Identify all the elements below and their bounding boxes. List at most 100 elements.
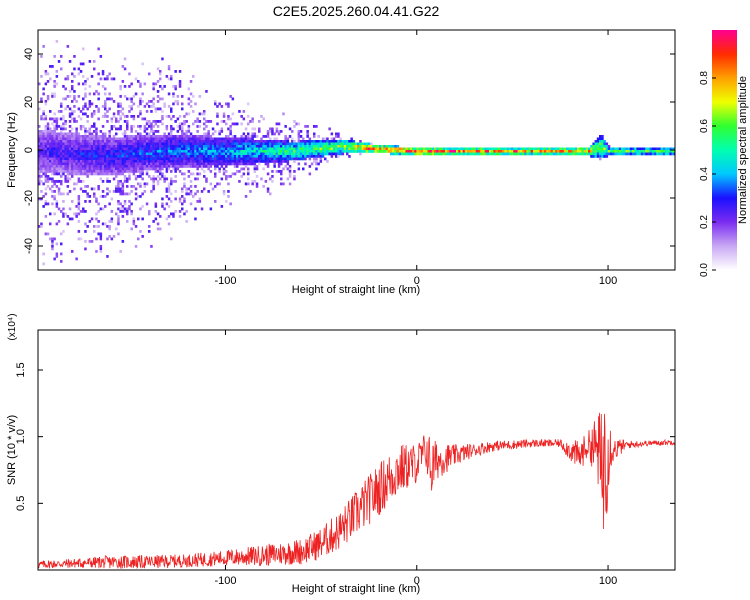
heatmap-cell (189, 202, 193, 206)
heatmap-cell (244, 182, 248, 186)
heatmap-cell (255, 155, 259, 158)
heatmap-cell (88, 162, 92, 166)
heatmap-cell (187, 140, 191, 143)
heatmap-cell (539, 147, 543, 151)
heatmap-cell (161, 122, 164, 126)
heatmap-cell (51, 240, 54, 243)
heatmap-cell (370, 142, 373, 146)
heatmap-cell (350, 142, 353, 146)
heatmap-cell (247, 115, 250, 118)
heatmap-cell (482, 150, 485, 153)
heatmap-cell (222, 142, 226, 146)
heatmap-cell (148, 145, 151, 148)
heatmap-cell (156, 80, 160, 83)
heatmap-cell (130, 82, 133, 86)
heatmap-cell (101, 137, 105, 141)
heatmap-cell (387, 147, 391, 151)
heatmap-cell (178, 125, 182, 128)
heatmap-cell (143, 82, 147, 86)
heatmap-cell (625, 150, 628, 153)
heatmap-cell (605, 155, 609, 158)
heatmap-cell (236, 160, 239, 163)
heatmap-cell (115, 167, 118, 171)
heatmap-cell (187, 112, 191, 116)
heatmap-cell (68, 167, 72, 171)
heatmap-cell (220, 145, 224, 148)
heatmap-cell (280, 157, 283, 161)
heatmap-cell (601, 137, 604, 141)
heatmap-cell (225, 170, 228, 173)
heatmap-cell (44, 175, 48, 178)
heatmap-cell (165, 167, 169, 171)
heatmap-cell (178, 170, 182, 173)
heatmap-cell (95, 130, 98, 133)
heatmap-cell (522, 152, 525, 156)
heatmap-cell (104, 132, 107, 136)
heatmap-cell (440, 152, 444, 156)
heatmap-cell (159, 177, 162, 181)
heatmap-cell (491, 150, 494, 153)
heatmap-cell (170, 237, 173, 241)
heatmap-cell (249, 142, 252, 146)
heatmap-cell (44, 70, 48, 73)
heatmap-cell (207, 162, 210, 166)
heatmap-cell (315, 162, 318, 166)
heatmap-cell (141, 62, 144, 66)
heatmap-cell (51, 195, 54, 198)
heatmap-cell (161, 57, 164, 61)
heatmap-cell (315, 145, 318, 148)
heatmap-cell (394, 145, 397, 148)
heatmap-cell (264, 180, 268, 183)
heatmap-cell (170, 140, 173, 143)
heatmap-cell (266, 190, 270, 193)
heatmap-cell (108, 137, 111, 141)
heatmap-cell (145, 162, 149, 166)
heatmap-cell (145, 150, 149, 153)
heatmap-cell (123, 200, 127, 203)
heatmap-cell (51, 137, 54, 141)
y-tick-label: 0.5 (15, 496, 27, 511)
heatmap-cell (233, 137, 237, 141)
heatmap-cell (159, 227, 162, 231)
heatmap-cell (343, 147, 347, 151)
heatmap-cell (462, 147, 466, 151)
heatmap-cell (126, 185, 129, 188)
heatmap-cell (119, 137, 122, 141)
heatmap-cell (108, 172, 111, 176)
heatmap-cell (638, 147, 642, 151)
heatmap-cell (60, 242, 63, 246)
heatmap-cell (150, 122, 153, 126)
heatmap-cell (269, 140, 272, 143)
heatmap-cell (310, 142, 314, 146)
heatmap-cell (128, 205, 131, 208)
heatmap-cell (44, 192, 48, 196)
heatmap-cell (64, 165, 67, 168)
heatmap-cell (205, 155, 208, 158)
heatmap-cell (170, 157, 173, 161)
heatmap-cell (106, 152, 109, 156)
heatmap-cell (145, 127, 149, 131)
heatmap-cell (563, 152, 567, 156)
heatmap-cell (251, 140, 254, 143)
heatmap-cell (60, 125, 63, 128)
heatmap-cell (185, 150, 188, 153)
heatmap-cell (187, 102, 191, 106)
heatmap-cell (271, 152, 274, 156)
heatmap-cell (238, 137, 241, 141)
heatmap-cell (82, 75, 85, 78)
heatmap-cell (128, 140, 131, 143)
heatmap-cell (218, 155, 221, 158)
y-tick-label: -20 (23, 190, 35, 206)
heatmap-cell (93, 130, 96, 133)
heatmap-cell (220, 127, 224, 131)
heatmap-cell (249, 120, 252, 123)
heatmap-cell (253, 142, 257, 146)
heatmap-cell (178, 165, 182, 168)
heatmap-cell (174, 167, 177, 171)
heatmap-cell (163, 145, 166, 148)
heatmap-cell (211, 162, 215, 166)
heatmap-cell (321, 137, 325, 141)
heatmap-cell (269, 157, 272, 161)
heatmap-cell (343, 142, 347, 146)
heatmap-cell (150, 147, 153, 151)
